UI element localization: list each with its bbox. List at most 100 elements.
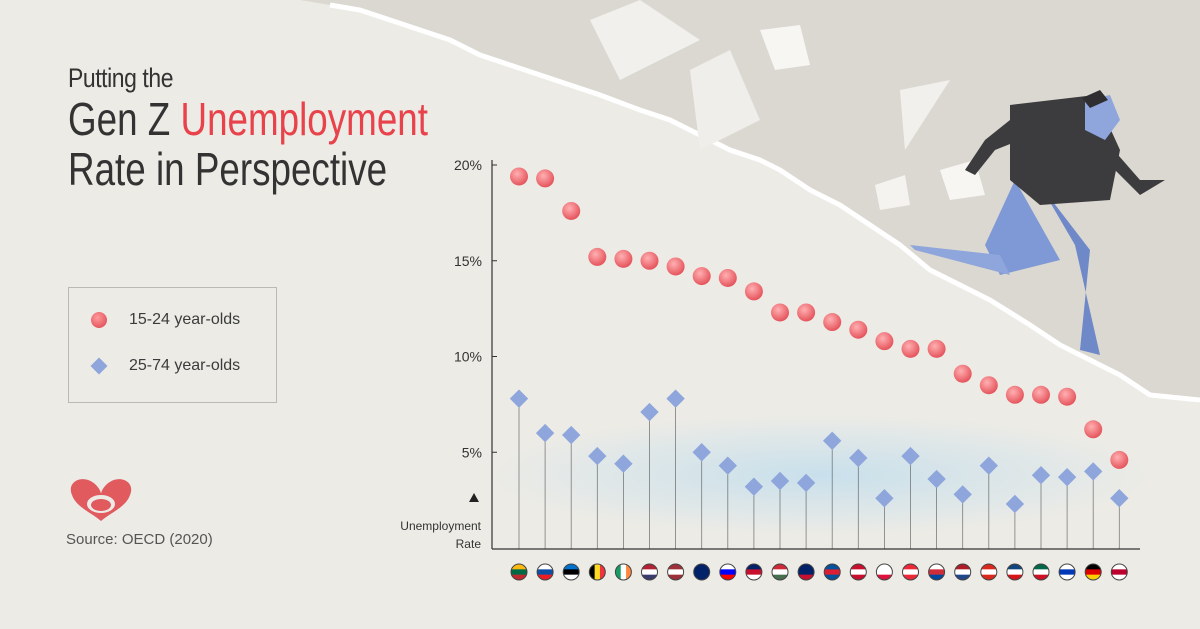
data-point-youth <box>1084 420 1103 439</box>
torn-paper <box>300 0 1200 400</box>
y-tick-label: 15% <box>454 253 482 269</box>
data-point-youth <box>744 282 763 301</box>
flag-switzerland-icon <box>980 563 998 581</box>
data-point-youth <box>562 201 581 220</box>
data-point-youth <box>979 376 998 395</box>
red-circle-icon <box>91 312 107 328</box>
data-point-youth <box>692 267 711 286</box>
flag-denmark-icon <box>849 563 867 581</box>
flag-poland-icon <box>875 563 893 581</box>
data-point-adult <box>1084 462 1103 481</box>
legend-label-youth: 15-24 year-olds <box>129 311 241 328</box>
data-point-adult <box>692 443 711 462</box>
y-tick-label: 5% <box>462 444 482 460</box>
flag-new-zealand-icon <box>797 563 815 581</box>
flag-czech-republic-icon <box>1006 563 1024 581</box>
legend-item-adult: 25-74 year-olds <box>90 357 241 375</box>
data-point-youth <box>588 247 607 266</box>
flag-slovakia-icon <box>536 563 554 581</box>
flag-slovenia-icon <box>719 563 737 581</box>
data-point-adult <box>509 389 529 408</box>
title-line-2: Gen Z Unemployment <box>68 94 428 144</box>
data-point-youth <box>797 303 816 322</box>
flag-ireland-icon <box>614 563 632 581</box>
data-point-youth <box>823 313 842 332</box>
legend-item-youth: 15-24 year-olds <box>91 311 240 329</box>
data-point-adult <box>1005 494 1025 514</box>
data-point-youth <box>666 257 685 276</box>
data-point-adult <box>927 469 946 489</box>
paper-shard <box>900 80 950 150</box>
paper-shard <box>760 25 810 70</box>
data-point-youth <box>953 364 972 383</box>
flag-latvia-icon <box>667 563 685 581</box>
paper-shard <box>690 50 760 150</box>
data-point-youth <box>536 169 555 188</box>
data-point-adult <box>796 473 816 493</box>
data-point-youth <box>927 339 946 358</box>
data-point-adult <box>875 489 894 508</box>
flag-japan-icon <box>1110 563 1128 581</box>
data-point-youth <box>771 303 789 322</box>
glow <box>490 415 1150 535</box>
axis-arrow-icon <box>469 493 479 502</box>
y-axis-label: Rate <box>456 537 482 551</box>
flag-uk-icon <box>745 563 763 581</box>
title-accent: Unemployment <box>180 93 428 145</box>
title-line-3: Rate in Perspective <box>68 143 388 195</box>
data-point-youth <box>614 249 633 268</box>
source-note: Source: OECD (2020) <box>66 531 213 548</box>
data-point-youth <box>718 268 737 287</box>
paper-shard <box>590 0 700 80</box>
data-point-youth <box>901 339 920 358</box>
flag-germany-icon <box>1084 563 1102 581</box>
data-point-adult <box>718 456 737 475</box>
data-point-adult <box>535 423 555 443</box>
y-tick-label: 20% <box>454 157 482 173</box>
flag-lithuania-icon <box>510 563 528 581</box>
data-point-adult <box>823 431 842 450</box>
flag-israel-icon <box>1058 563 1076 581</box>
flag-hungary-icon <box>771 563 789 581</box>
data-point-youth <box>1032 385 1050 404</box>
title-gen-z: Gen Z <box>68 93 171 145</box>
flag-austria-icon <box>902 563 919 581</box>
y-axis-label: Unemployment <box>400 519 481 533</box>
data-point-adult <box>666 389 685 408</box>
data-point-adult <box>1031 466 1051 485</box>
data-point-adult <box>640 402 659 422</box>
data-point-adult <box>744 477 764 496</box>
running-figure <box>910 90 1165 355</box>
paper-shard <box>875 175 910 210</box>
data-point-youth <box>640 251 659 270</box>
flag-australia-icon <box>693 563 711 581</box>
data-point-adult <box>979 456 998 475</box>
flag-estonia-icon <box>562 563 580 581</box>
data-point-youth <box>849 320 868 339</box>
flag-belgium-icon <box>588 563 606 581</box>
data-point-youth <box>510 167 528 186</box>
data-point-adult <box>1057 467 1077 487</box>
chart-title: Putting the Gen Z Unemployment Rate in P… <box>68 62 518 194</box>
data-point-adult <box>588 446 607 466</box>
flag-mexico-icon <box>1032 563 1050 581</box>
data-point-adult <box>1110 489 1129 508</box>
brand-logo-icon <box>70 479 132 521</box>
data-point-adult <box>770 471 790 491</box>
data-point-youth <box>1005 385 1024 404</box>
flag-usa-icon <box>641 563 658 581</box>
legend-label-adult: 25-74 year-olds <box>129 357 241 374</box>
flag-netherlands-icon <box>954 563 972 581</box>
data-point-adult <box>953 485 972 504</box>
data-point-adult <box>901 446 920 466</box>
data-point-adult <box>849 448 868 468</box>
title-line-1: Putting the <box>68 63 174 93</box>
data-point-youth <box>1058 387 1077 406</box>
data-point-adult <box>614 454 633 473</box>
legend: 15-24 year-olds 25-74 year-olds <box>68 287 277 403</box>
data-point-adult <box>562 425 581 445</box>
flag-iceland-icon <box>823 563 841 581</box>
y-tick-label: 10% <box>454 349 482 365</box>
torn-edge <box>329 2 1200 403</box>
